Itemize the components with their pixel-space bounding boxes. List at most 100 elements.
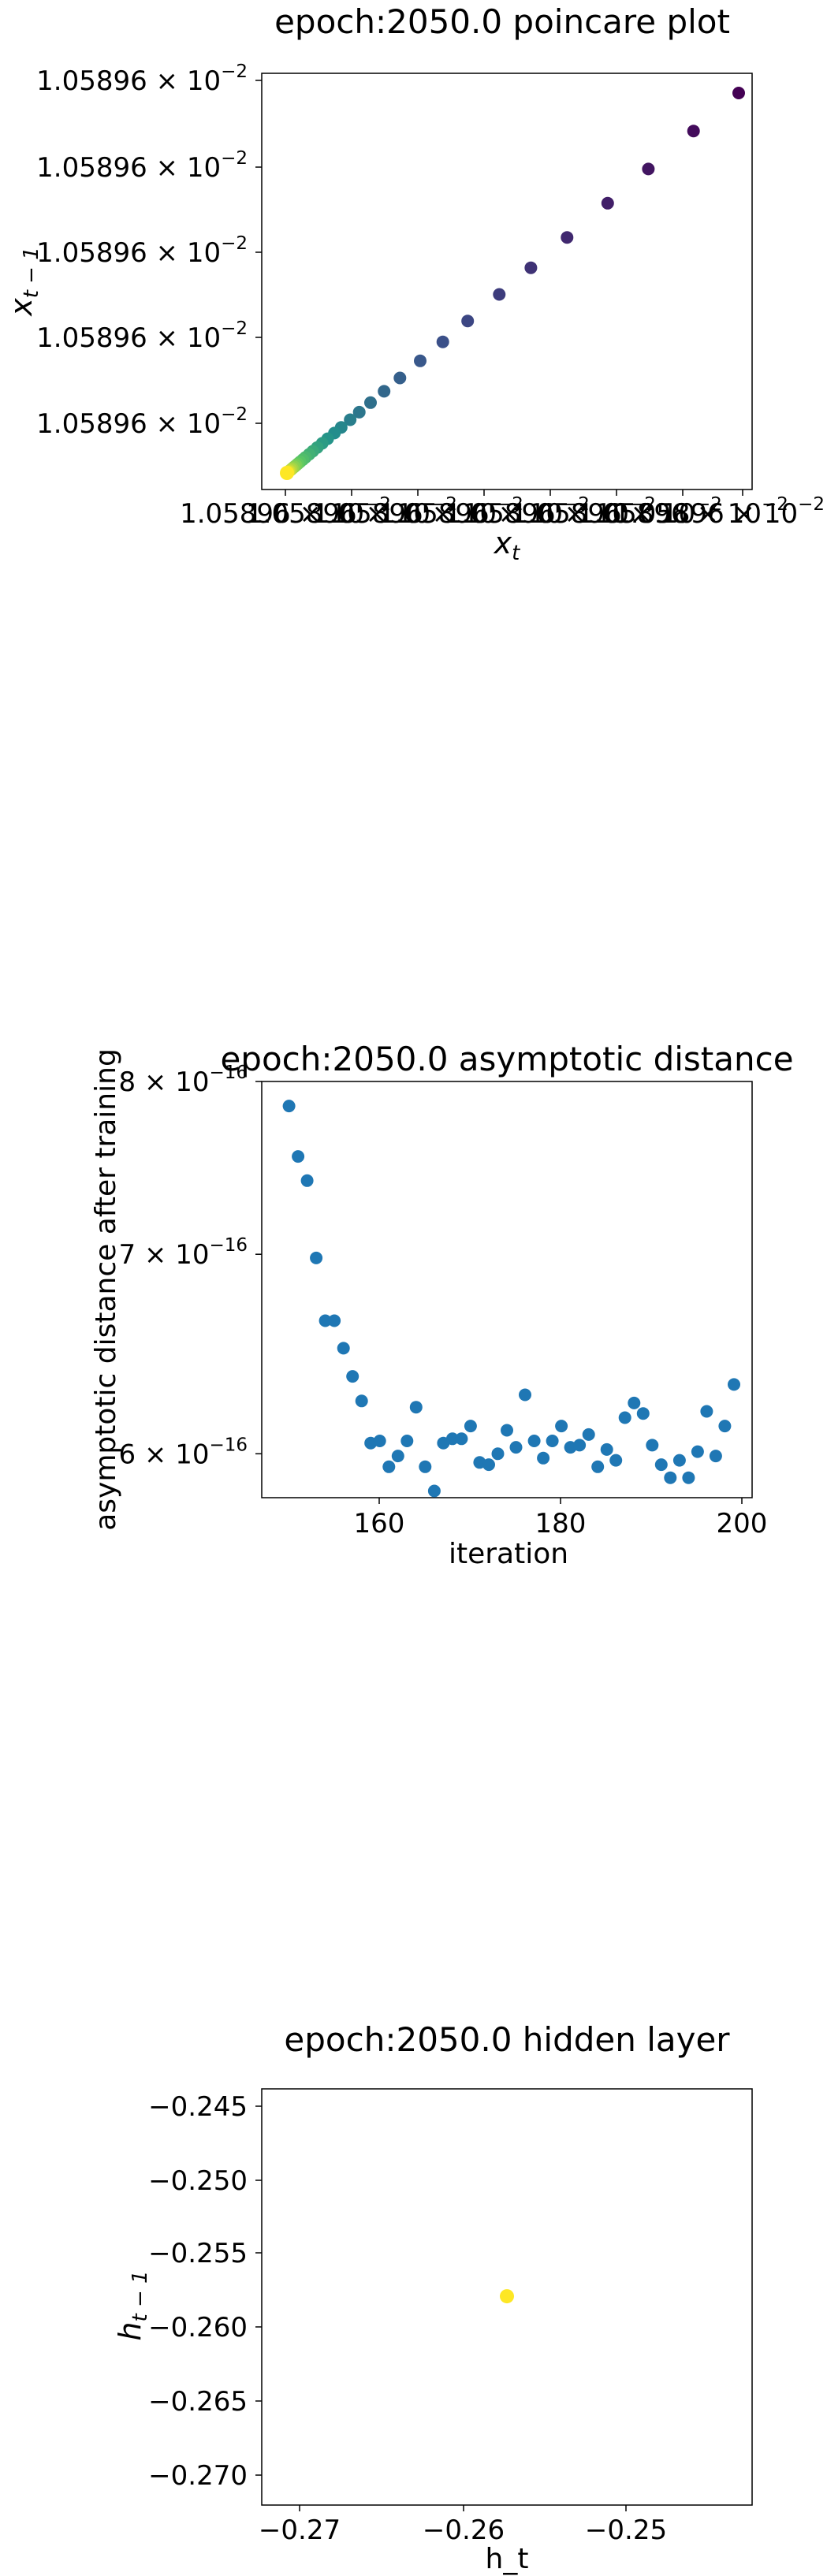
hidden-plot-area [261, 2088, 753, 2506]
poincare-x-tick-label: 1.05896 × 10−2 [180, 494, 391, 530]
hidden-y-tick-label: −0.260 [148, 2312, 248, 2343]
asymptotic-point [700, 1405, 713, 1418]
asymptotic-point [618, 1411, 631, 1424]
poincare-plot-area [261, 73, 753, 490]
poincare-point [687, 125, 700, 138]
poincare-y-tick-label: 1.05896 × 10−2 [36, 233, 248, 269]
asymptotic-x-tick-label: 160 [354, 1508, 405, 1539]
asymptotic-point [546, 1435, 559, 1447]
hidden-y-axis-label: ht − 1 [113, 2270, 152, 2340]
asymptotic-point [718, 1420, 732, 1433]
asymptotic-point [400, 1435, 414, 1447]
poincare-y-tick-label: 1.05896 × 10−2 [36, 61, 248, 97]
asymptotic-point [319, 1314, 332, 1327]
poincare-title: epoch:2050.0 poincare plot [274, 2, 730, 41]
poincare-point [352, 405, 366, 419]
asymptotic-point [491, 1447, 505, 1461]
hidden-y-tick-label: −0.250 [148, 2165, 248, 2197]
asymptotic-y-tick-label: 6 × 10−16 [118, 1435, 248, 1470]
asymptotic-point [527, 1435, 541, 1447]
poincare-point [280, 466, 294, 480]
poincare-x-tick-label: 1.05896 × 10−2 [511, 494, 722, 530]
asymptotic-point [346, 1370, 359, 1383]
asymptotic-point [445, 1432, 459, 1446]
asymptotic-point [555, 1420, 568, 1433]
asymptotic-point [609, 1454, 623, 1467]
asymptotic-point [355, 1394, 368, 1408]
asymptotic-point [709, 1450, 722, 1463]
asymptotic-point [628, 1396, 641, 1409]
poincare-point [732, 87, 745, 99]
asymptotic-point [455, 1432, 468, 1446]
poincare-x-ticks: 1.05896 × 10−2 1.05896 × 10−2 1.05896 × … [180, 490, 825, 530]
asymptotic-point [419, 1460, 432, 1473]
poincare-point [561, 231, 574, 244]
asymptotic-point [292, 1150, 305, 1163]
poincare-point [393, 371, 407, 385]
poincare-point [436, 335, 449, 348]
poincare-point [642, 162, 655, 176]
asymptotic-point [482, 1458, 495, 1472]
poincare-x-tick-label: 1.05896 × 10−2 [312, 494, 523, 530]
asymptotic-chart: epoch:2050.0 asymptotic distance 6 × 10−… [90, 1040, 794, 1570]
asymptotic-point [409, 1401, 423, 1414]
asymptotic-point [501, 1424, 513, 1437]
asymptotic-x-tick-label: 200 [717, 1508, 768, 1539]
poincare-point [414, 354, 427, 367]
asymptotic-point [509, 1441, 523, 1454]
asymptotic-point [691, 1445, 704, 1458]
asymptotic-point [664, 1471, 677, 1484]
asymptotic-point [382, 1460, 396, 1473]
poincare-y-tick-label: 1.05896 × 10−2 [36, 148, 248, 184]
poincare-x-tick-label: 1.05896 × 10−2 [378, 494, 590, 530]
poincare-x-axis-label: xt [494, 526, 521, 565]
hidden-x-tick-label: −0.26 [423, 2515, 505, 2546]
asymptotic-point [654, 1458, 668, 1472]
hidden-point [500, 2289, 514, 2304]
poincare-x-tick-label: 1.05896 × 10−2 [246, 494, 457, 530]
poincare-points [280, 87, 745, 480]
asymptotic-point [646, 1439, 659, 1452]
poincare-x-tick-label: 1.05896 × 10−2 [613, 494, 825, 530]
asymptotic-plot-area [261, 1081, 753, 1498]
poincare-point [364, 396, 377, 409]
asymptotic-y-tick-label: 7 × 10−16 [118, 1235, 248, 1271]
asymptotic-y-ticks: 6 × 10−16 7 × 10−16 8 × 10−16 [118, 1063, 262, 1470]
asymptotic-point [328, 1314, 341, 1327]
asymptotic-point [672, 1454, 686, 1467]
poincare-y-tick-label: 1.05896 × 10−2 [36, 404, 248, 440]
asymptotic-point [464, 1420, 477, 1433]
hidden-y-tick-label: −0.245 [148, 2091, 248, 2123]
hidden-x-tick-label: −0.27 [259, 2515, 341, 2546]
poincare-chart: epoch:2050.0 poincare plot 1.05896 × 10−… [4, 2, 825, 565]
poincare-point [461, 315, 475, 328]
poincare-y-axis-label: xt − 1 [4, 247, 43, 317]
asymptotic-x-ticks: 160 180 200 [354, 1498, 768, 1539]
poincare-point [493, 288, 506, 301]
asymptotic-points [282, 1100, 740, 1498]
hidden-y-tick-label: −0.270 [148, 2460, 248, 2492]
poincare-point [524, 261, 538, 274]
asymptotic-point [427, 1484, 441, 1498]
poincare-y-tick-label: 1.05896 × 10−2 [36, 318, 248, 354]
hidden-chart: epoch:2050.0 hidden layer −0.245 −0.250 … [113, 2020, 753, 2575]
hidden-y-ticks: −0.245 −0.250 −0.255 −0.260 −0.265 −0.27… [148, 2091, 262, 2492]
poincare-point [378, 385, 391, 398]
asymptotic-x-tick-label: 180 [535, 1508, 587, 1539]
asymptotic-point [636, 1407, 650, 1420]
hidden-points [500, 2289, 514, 2304]
asymptotic-x-axis-label: iteration [449, 1538, 568, 1570]
asymptotic-point [373, 1435, 386, 1447]
hidden-x-tick-label: −0.25 [585, 2515, 667, 2546]
asymptotic-point [682, 1471, 695, 1484]
asymptotic-point [310, 1251, 323, 1264]
poincare-x-tick-label: 1.05896 × 10−2 [577, 494, 788, 530]
asymptotic-title: epoch:2050.0 asymptotic distance [220, 1040, 793, 1078]
poincare-x-tick-label: 1.05896 × 10−2 [445, 494, 656, 530]
poincare-y-ticks: 1.05896 × 10−2 1.05896 × 10−2 1.05896 × … [36, 61, 262, 440]
poincare-point [344, 413, 357, 426]
asymptotic-y-axis-label: asymptotic distance after training [90, 1048, 122, 1531]
asymptotic-point [582, 1428, 595, 1441]
asymptotic-point [300, 1174, 314, 1187]
hidden-y-tick-label: −0.255 [148, 2238, 248, 2269]
